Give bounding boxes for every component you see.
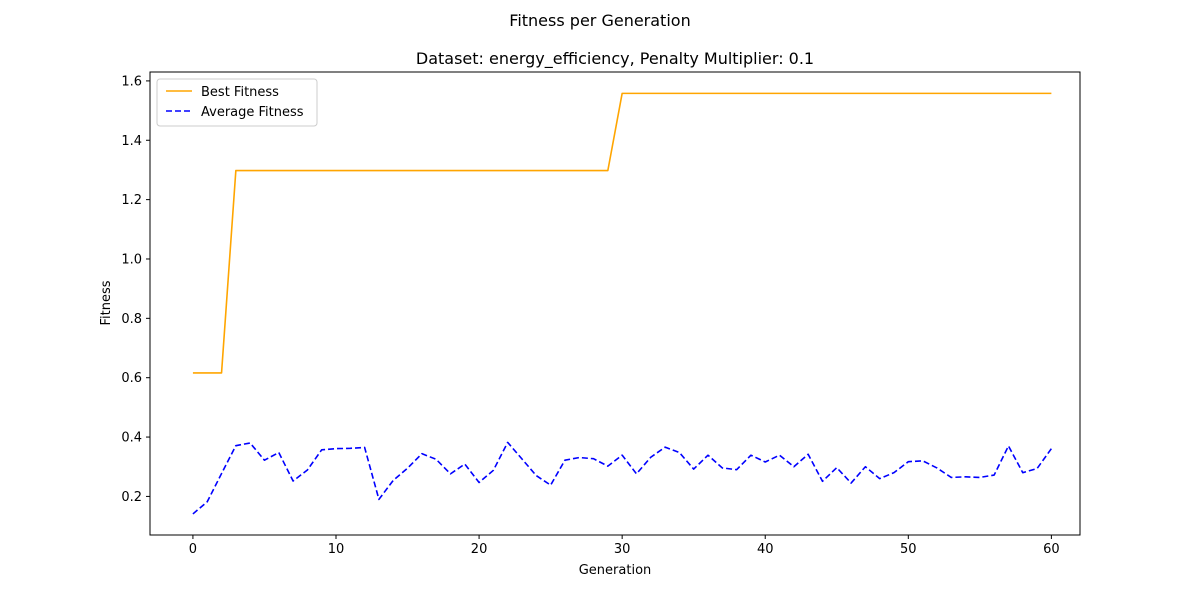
x-tick-label: 60 (1043, 542, 1060, 557)
x-tick-label: 30 (614, 542, 631, 557)
y-tick-label: 0.4 (121, 431, 142, 446)
plot-frame (149, 71, 1081, 536)
figure-suptitle: Fitness per Generation (509, 11, 690, 30)
x-tick-label: 0 (189, 542, 197, 557)
legend: Best Fitness Average Fitness (156, 78, 318, 127)
y-tick-label: 0.6 (121, 371, 142, 386)
y-axis-label: Fitness (99, 280, 114, 325)
series-line-best-fitness (192, 92, 1052, 374)
y-tick-label: 1.6 (121, 74, 142, 89)
plot-area (149, 71, 1081, 536)
y-tick-label: 0.8 (121, 312, 142, 327)
legend-label-best-fitness: Best Fitness (201, 85, 279, 100)
chart-title: Dataset: energy_efficiency, Penalty Mult… (416, 49, 814, 69)
x-axis: 0 10 20 30 40 50 60 (189, 535, 1060, 557)
legend-box (156, 78, 318, 127)
x-tick-label: 40 (757, 542, 774, 557)
y-tick-label: 1.2 (121, 193, 142, 208)
x-tick-label: 20 (471, 542, 488, 557)
x-tick-label: 50 (900, 542, 917, 557)
y-tick-label: 1.4 (121, 134, 142, 149)
legend-label-average-fitness: Average Fitness (201, 105, 304, 120)
series-layer (192, 92, 1053, 515)
x-tick-label: 10 (328, 542, 345, 557)
y-tick-label: 1.0 (121, 252, 142, 267)
x-axis-label: Generation (579, 563, 652, 578)
series-line-average-fitness (192, 441, 1053, 515)
y-tick-label: 0.2 (121, 490, 142, 505)
y-axis: 0.2 0.4 0.6 0.8 1.0 1.2 1.4 1.6 (121, 74, 150, 505)
